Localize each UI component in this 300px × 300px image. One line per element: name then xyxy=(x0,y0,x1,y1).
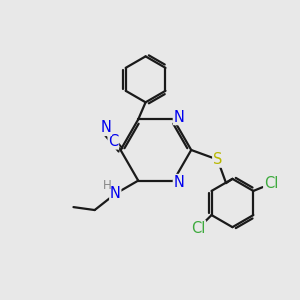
Text: N: N xyxy=(173,110,184,124)
Text: N: N xyxy=(100,120,111,135)
Text: H: H xyxy=(103,179,111,192)
Text: Cl: Cl xyxy=(191,221,206,236)
Text: Cl: Cl xyxy=(264,176,278,191)
Text: N: N xyxy=(173,175,184,190)
Text: N: N xyxy=(110,186,121,201)
Text: S: S xyxy=(213,152,222,167)
Text: C: C xyxy=(108,134,118,149)
